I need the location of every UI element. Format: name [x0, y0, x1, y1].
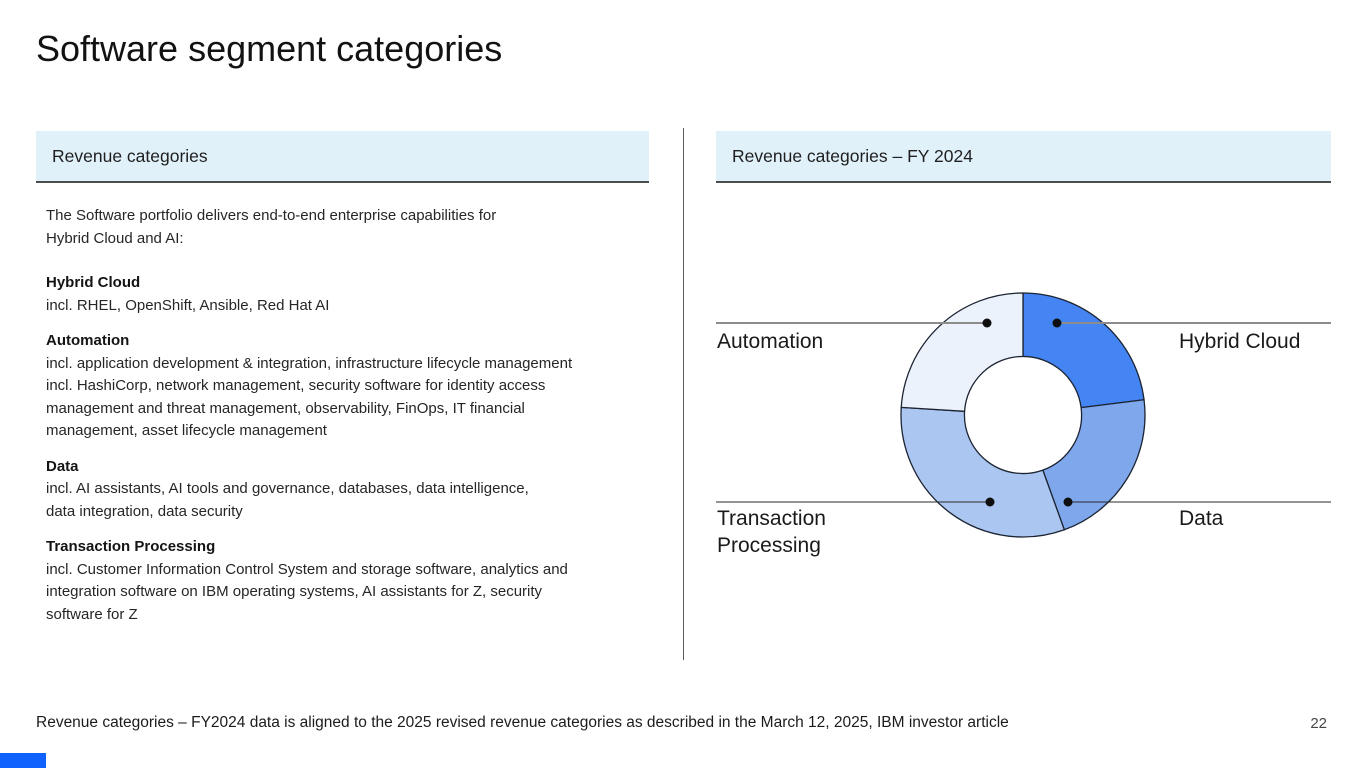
page-number: 22 — [1310, 715, 1327, 732]
page-title: Software segment categories — [36, 28, 503, 69]
chart-label-data: Data — [1179, 507, 1224, 530]
leader-dot-hybrid-cloud — [1052, 318, 1062, 328]
donut-chart — [716, 292, 1331, 538]
left-panel-body: The Software portfolio delivers end-to-e… — [46, 205, 674, 639]
donut-segment-hybrid-cloud — [1022, 292, 1145, 409]
category-body: incl. application development & integrat… — [46, 354, 573, 440]
chart-label-automation: Automation — [717, 330, 824, 353]
category-body: incl. AI assistants, AI tools and govern… — [46, 480, 529, 520]
left-panel-header: Revenue categories — [36, 131, 649, 183]
donut-segment-automation — [900, 292, 1024, 412]
panel-divider — [683, 128, 684, 660]
donut-segment-transaction-processing — [900, 406, 1065, 538]
category-heading: Transaction Processing — [46, 538, 216, 555]
category-heading: Hybrid Cloud — [46, 274, 141, 291]
chart-label-hybrid-cloud: Hybrid Cloud — [1179, 330, 1301, 353]
right-panel-header: Revenue categories – FY 2024 — [716, 131, 1331, 183]
category-body: incl. Customer Information Control Syste… — [46, 560, 568, 623]
category-body: incl. RHEL, OpenShift, Ansible, Red Hat … — [46, 296, 330, 314]
category-heading: Automation — [46, 332, 130, 349]
chart-label-transaction-processing: Transaction Processing — [717, 507, 826, 557]
intro-paragraph: The Software portfolio delivers end-to-e… — [46, 207, 497, 247]
category-section-hybrid-cloud: Hybrid Cloud incl. RHEL, OpenShift, Ansi… — [46, 272, 674, 317]
leader-dot-transaction-processing — [985, 497, 995, 507]
leader-dot-automation — [982, 318, 992, 328]
accent-corner-bar — [0, 753, 46, 768]
left-panel-header-label: Revenue categories — [52, 145, 208, 166]
category-heading: Data — [46, 457, 79, 475]
category-section-data: Data incl. AI assistants, AI tools and g… — [46, 456, 674, 524]
footnote-text: Revenue categories – FY2024 data is alig… — [36, 714, 1009, 731]
category-section-transaction-processing: Transaction Processing incl. Customer In… — [46, 536, 674, 626]
right-panel-header-label: Revenue categories – FY 2024 — [732, 145, 973, 166]
leader-dot-data — [1063, 497, 1073, 507]
category-section-automation: Automation incl. application development… — [46, 330, 674, 443]
donut-segment-data — [1042, 399, 1146, 531]
